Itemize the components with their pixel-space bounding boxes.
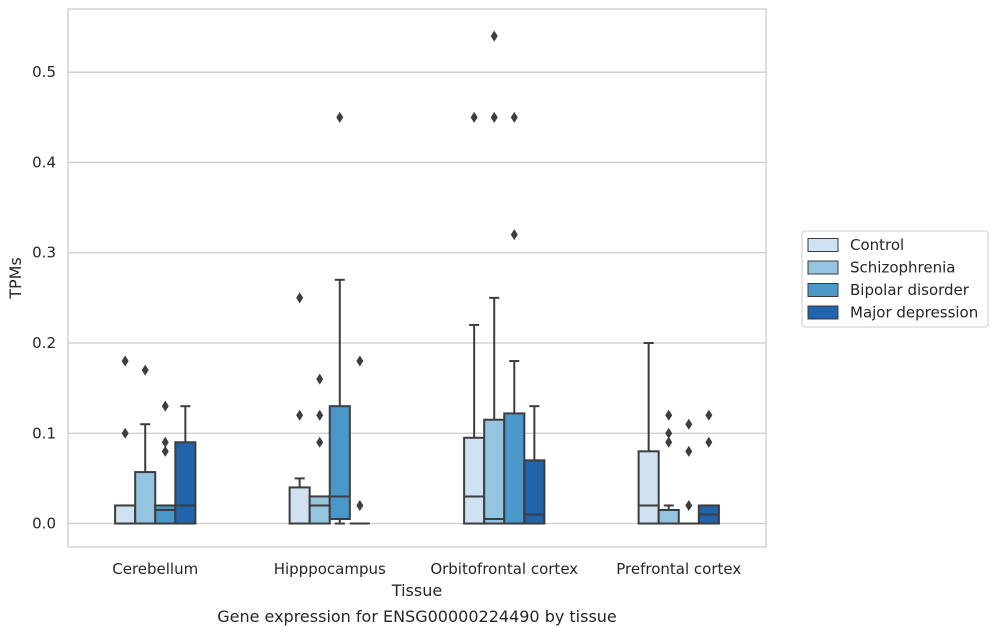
- legend-label: Control: [850, 236, 904, 254]
- box: [503, 412, 526, 525]
- box-group: [678, 418, 699, 525]
- outlier-point: [490, 111, 498, 123]
- box-group: [328, 111, 351, 525]
- box: [134, 471, 157, 525]
- x-tick-label: Hipppocampus: [274, 560, 386, 578]
- legend-item: Major depression: [807, 304, 978, 322]
- outlier-point: [316, 409, 324, 421]
- y-tick-label: 0.4: [32, 153, 56, 171]
- box-group: [154, 400, 177, 525]
- y-tick-label: 0.0: [32, 515, 56, 533]
- outlier-point: [161, 436, 169, 448]
- outlier-point: [510, 229, 518, 241]
- legend-swatch: [807, 283, 839, 297]
- box: [637, 450, 660, 525]
- outlier-point: [316, 373, 324, 385]
- outlier-point: [665, 427, 673, 439]
- box: [174, 441, 197, 525]
- box: [288, 486, 311, 525]
- outlier-point: [296, 409, 304, 421]
- legend-swatch: [807, 305, 839, 320]
- legend-swatch: [807, 238, 839, 252]
- plot-area: [67, 8, 767, 548]
- legend-item: Control: [807, 236, 904, 254]
- legend-frame: [801, 230, 989, 328]
- box: [328, 405, 351, 521]
- x-tick-labels: Cerebellum Hipppocampus Orbitofrontal cort…: [112, 560, 741, 578]
- y-tick-labels: 0.0 0.1 0.2 0.3 0.4 0.5: [32, 63, 56, 532]
- legend-swatch: [807, 260, 839, 275]
- outlier-point: [356, 355, 364, 367]
- legend-label: Bipolar disorder: [850, 281, 970, 299]
- outlier-point: [665, 409, 673, 421]
- legend-item: Bipolar disorder: [807, 281, 970, 299]
- box: [523, 459, 546, 525]
- y-tick-label: 0.2: [32, 334, 56, 352]
- outlier-point: [685, 499, 693, 511]
- outlier-point: [510, 111, 518, 123]
- outlier-point: [121, 355, 129, 367]
- box: [308, 495, 331, 525]
- box: [483, 418, 506, 525]
- box-group: [349, 355, 370, 525]
- box: [463, 436, 486, 525]
- outlier-point: [296, 292, 304, 304]
- plot-frame: [67, 8, 767, 548]
- box-group: [463, 111, 486, 525]
- box-group: [657, 409, 680, 525]
- y-tick-label: 0.1: [32, 424, 56, 442]
- box: [657, 508, 680, 525]
- outlier-point: [141, 364, 149, 376]
- outlier-point: [705, 409, 713, 421]
- outlier-point: [470, 111, 478, 123]
- x-tick-label: Cerebellum: [112, 560, 198, 578]
- outlier-point: [685, 418, 693, 430]
- outlier-point: [161, 400, 169, 412]
- outlier-point: [685, 445, 693, 457]
- outlier-point: [121, 427, 129, 439]
- legend-item: Schizophrenia: [807, 259, 955, 277]
- box-group: [637, 341, 660, 525]
- x-tick-label: Prefrontal cortex: [616, 560, 741, 578]
- box-group: [114, 355, 137, 525]
- box-group: [697, 409, 720, 525]
- box-group: [174, 405, 197, 525]
- legend-label: Schizophrenia: [850, 259, 955, 277]
- legend: Control Schizophrenia Bipolar disorder Majo…: [801, 230, 989, 328]
- boxes: [114, 30, 720, 525]
- outlier-point: [705, 436, 713, 448]
- y-axis-label: TPMs: [6, 257, 25, 300]
- outlier-point: [490, 30, 498, 42]
- legend-label: Major depression: [850, 304, 978, 322]
- outlier-point: [356, 499, 364, 511]
- y-tick-label: 0.3: [32, 244, 56, 262]
- box: [154, 504, 177, 525]
- x-tick-label: Orbitofrontal cortex: [430, 560, 578, 578]
- outlier-point: [161, 445, 169, 457]
- outlier-point: [336, 111, 344, 123]
- y-tick-label: 0.5: [32, 63, 56, 81]
- x-axis-label: Tissue: [391, 581, 442, 600]
- box-group: [134, 364, 157, 525]
- outlier-point: [316, 436, 324, 448]
- chart-title: Gene expression for ENSG00000224490 by t…: [217, 607, 617, 626]
- box: [114, 504, 137, 525]
- outlier-point: [665, 436, 673, 448]
- box-group: [523, 405, 546, 525]
